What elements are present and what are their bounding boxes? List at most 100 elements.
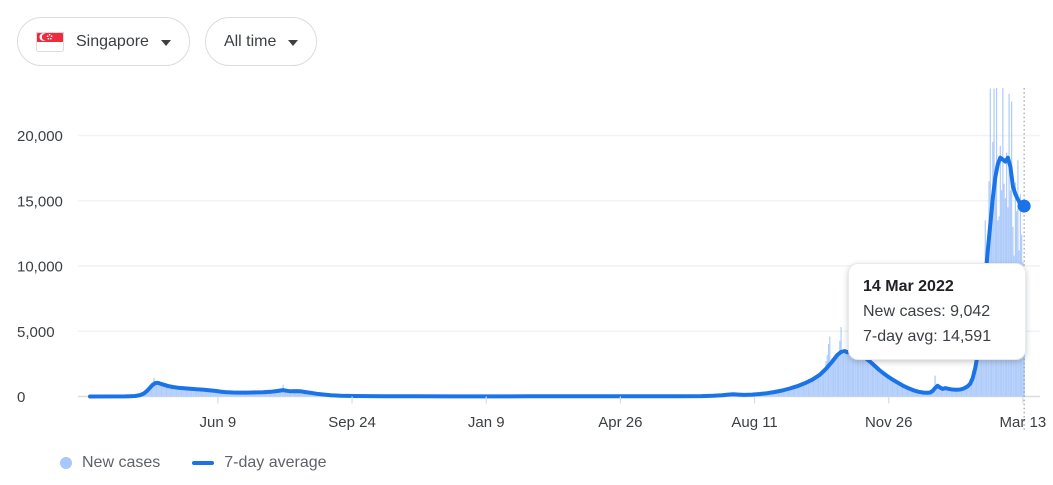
new-cases-bar[interactable] bbox=[876, 369, 879, 397]
new-cases-bar[interactable] bbox=[889, 377, 891, 397]
new-cases-bar[interactable] bbox=[840, 327, 842, 397]
new-cases-bar[interactable] bbox=[853, 350, 855, 397]
new-cases-bar[interactable] bbox=[165, 384, 168, 397]
new-cases-bar[interactable] bbox=[878, 369, 880, 397]
new-cases-bar[interactable] bbox=[208, 390, 210, 397]
new-cases-bar[interactable] bbox=[200, 390, 203, 397]
time-range-selector-button[interactable]: All time bbox=[204, 17, 318, 66]
new-cases-bar[interactable] bbox=[1011, 101, 1013, 397]
new-cases-bar[interactable] bbox=[871, 365, 874, 397]
new-cases-bar[interactable] bbox=[811, 379, 813, 397]
new-cases-bar[interactable] bbox=[963, 387, 965, 397]
new-cases-bar[interactable] bbox=[259, 392, 262, 397]
new-cases-bar[interactable] bbox=[967, 385, 969, 397]
new-cases-bar[interactable] bbox=[863, 358, 865, 397]
new-cases-bar[interactable] bbox=[932, 390, 934, 397]
new-cases-bar[interactable] bbox=[277, 390, 279, 397]
new-cases-bar[interactable] bbox=[794, 387, 796, 397]
new-cases-bar[interactable] bbox=[904, 386, 906, 397]
new-cases-bar[interactable] bbox=[224, 392, 227, 397]
new-cases-bar[interactable] bbox=[944, 387, 946, 397]
new-cases-bar[interactable] bbox=[891, 378, 894, 397]
new-cases-bar[interactable] bbox=[228, 392, 230, 397]
new-cases-bar[interactable] bbox=[920, 391, 922, 397]
new-cases-bar[interactable] bbox=[290, 391, 292, 397]
new-cases-bar[interactable] bbox=[229, 392, 232, 397]
new-cases-bar[interactable] bbox=[175, 387, 178, 397]
new-cases-bar[interactable] bbox=[780, 390, 782, 397]
new-cases-bar[interactable] bbox=[898, 383, 900, 397]
new-cases-bar[interactable] bbox=[177, 386, 179, 397]
new-cases-bar[interactable] bbox=[184, 388, 186, 397]
new-cases-bar[interactable] bbox=[293, 391, 295, 397]
new-cases-bar[interactable] bbox=[787, 388, 790, 397]
new-cases-bar[interactable] bbox=[777, 391, 779, 397]
new-cases-bar[interactable] bbox=[959, 388, 961, 397]
new-cases-bar[interactable] bbox=[264, 391, 267, 397]
new-cases-bar[interactable] bbox=[827, 344, 830, 397]
new-cases-bar[interactable] bbox=[869, 361, 871, 397]
new-cases-bar[interactable] bbox=[150, 385, 153, 397]
new-cases-bar[interactable] bbox=[782, 389, 785, 397]
new-cases-bar[interactable] bbox=[957, 389, 959, 397]
new-cases-bar[interactable] bbox=[885, 376, 887, 397]
new-cases-bar[interactable] bbox=[274, 391, 277, 397]
new-cases-bar[interactable] bbox=[801, 384, 803, 397]
new-cases-bar[interactable] bbox=[159, 383, 161, 397]
new-cases-bar[interactable] bbox=[918, 391, 920, 397]
new-cases-bar[interactable] bbox=[874, 365, 876, 397]
new-cases-bar[interactable] bbox=[895, 381, 897, 397]
new-cases-bar[interactable] bbox=[841, 350, 843, 397]
new-cases-bar[interactable] bbox=[802, 383, 805, 397]
new-cases-bar[interactable] bbox=[152, 382, 154, 397]
new-cases-bar[interactable] bbox=[298, 391, 301, 397]
new-cases-bar[interactable] bbox=[254, 392, 257, 397]
new-cases-bar[interactable] bbox=[836, 355, 838, 397]
new-cases-bar[interactable] bbox=[901, 384, 904, 397]
new-cases-bar[interactable] bbox=[213, 391, 215, 397]
new-cases-bar[interactable] bbox=[977, 339, 979, 397]
new-cases-bar[interactable] bbox=[286, 390, 288, 397]
new-cases-bar[interactable] bbox=[781, 390, 783, 397]
new-cases-bar[interactable] bbox=[940, 388, 942, 397]
new-cases-bar[interactable] bbox=[942, 387, 944, 397]
new-cases-bar[interactable] bbox=[800, 385, 802, 397]
new-cases-bar[interactable] bbox=[278, 390, 280, 397]
new-cases-bar[interactable] bbox=[886, 374, 889, 397]
new-cases-bar[interactable] bbox=[241, 392, 243, 397]
new-cases-bar[interactable] bbox=[779, 390, 781, 397]
new-cases-bar[interactable] bbox=[850, 331, 852, 397]
region-selector-button[interactable]: Singapore bbox=[17, 17, 190, 66]
new-cases-bar[interactable] bbox=[807, 380, 810, 397]
new-cases-bar[interactable] bbox=[916, 390, 919, 397]
new-cases-bar[interactable] bbox=[958, 389, 960, 397]
new-cases-bar[interactable] bbox=[219, 391, 222, 397]
new-cases-bar[interactable] bbox=[870, 363, 872, 397]
new-cases-bar[interactable] bbox=[848, 350, 850, 397]
new-cases-bar[interactable] bbox=[169, 386, 171, 397]
new-cases-bar[interactable] bbox=[933, 390, 935, 397]
new-cases-bar[interactable] bbox=[972, 370, 974, 397]
new-cases-bar[interactable] bbox=[306, 392, 308, 397]
new-cases-bar[interactable] bbox=[914, 390, 916, 397]
new-cases-bar[interactable] bbox=[303, 391, 306, 397]
new-cases-bar[interactable] bbox=[276, 391, 278, 397]
new-cases-bar[interactable] bbox=[939, 386, 941, 397]
new-cases-bar[interactable] bbox=[908, 388, 910, 397]
new-cases-bar[interactable] bbox=[952, 389, 954, 397]
new-cases-bar[interactable] bbox=[856, 352, 858, 397]
new-cases-bar[interactable] bbox=[786, 389, 788, 397]
new-cases-bar[interactable] bbox=[226, 392, 228, 397]
new-cases-bar[interactable] bbox=[820, 374, 822, 397]
new-cases-bar[interactable] bbox=[837, 352, 840, 397]
new-cases-bar[interactable] bbox=[784, 389, 786, 397]
new-cases-bar[interactable] bbox=[855, 352, 857, 397]
new-cases-bar[interactable] bbox=[179, 387, 181, 397]
new-cases-bar[interactable] bbox=[884, 374, 886, 397]
new-cases-bar[interactable] bbox=[271, 391, 273, 397]
new-cases-bar[interactable] bbox=[292, 391, 294, 397]
new-cases-bar[interactable] bbox=[243, 392, 245, 397]
new-cases-bar[interactable] bbox=[187, 388, 189, 397]
new-cases-bar[interactable] bbox=[149, 386, 151, 397]
new-cases-bar[interactable] bbox=[806, 380, 808, 397]
